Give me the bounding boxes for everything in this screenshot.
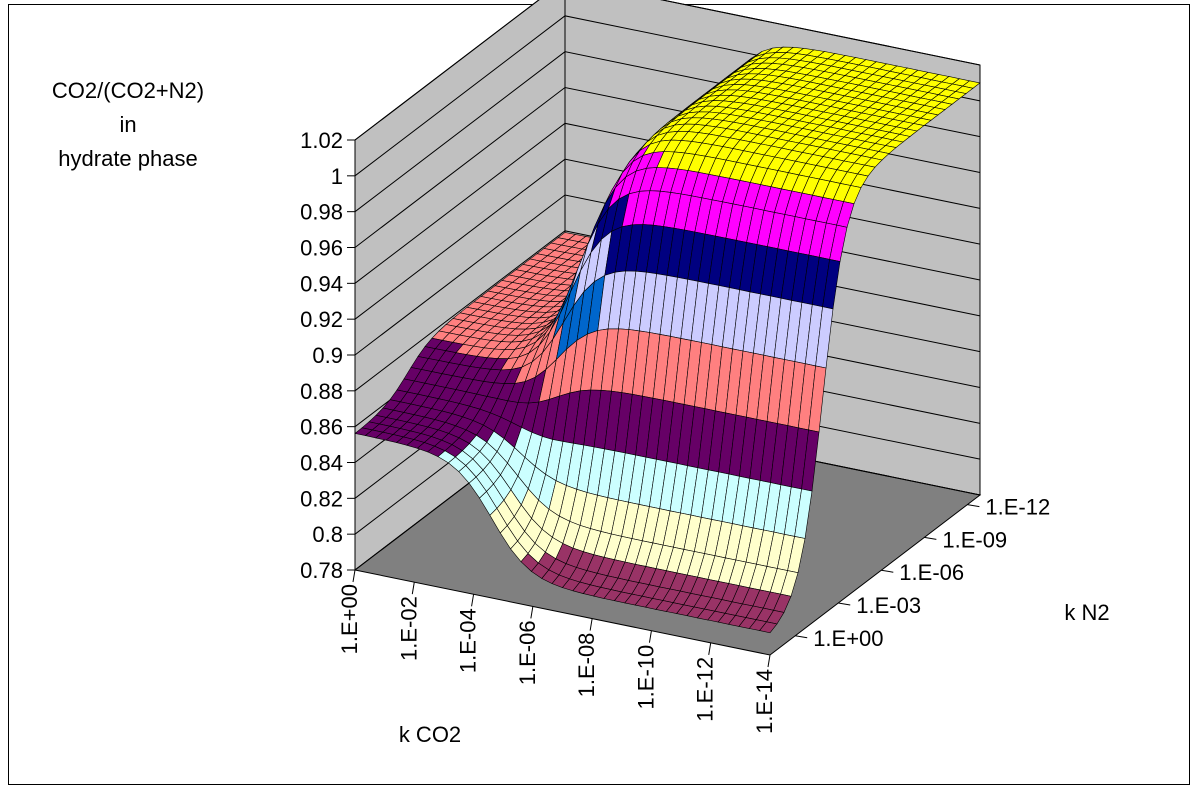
z-tick-label: 0.84 (300, 451, 343, 476)
z-tick-label: 0.94 (300, 271, 343, 296)
z-tick-label: 0.78 (300, 558, 343, 583)
x-tick (767, 654, 771, 668)
y-axis-label: k N2 (1064, 600, 1109, 625)
x-tick (708, 642, 712, 655)
x-tick (471, 594, 475, 607)
x-tick (411, 582, 415, 595)
y-tick (881, 569, 894, 573)
z-tick-label: 0.98 (300, 200, 343, 225)
z-axis-label: hydrate phase (58, 146, 197, 171)
y-tick-label: 1.E+00 (813, 626, 883, 651)
x-tick-label: 1.E-06 (515, 620, 540, 685)
z-axis-label: CO2/(CO2+N2) (52, 78, 204, 103)
y-tick (967, 504, 980, 508)
z-tick-label: 1.02 (300, 128, 343, 153)
surface-mesh (354, 46, 981, 634)
y-tick-label: 1.E-09 (942, 527, 1007, 552)
z-tick-label: 0.82 (300, 486, 343, 511)
y-tick (838, 602, 851, 606)
x-tick-label: 1.E-12 (693, 657, 718, 722)
y-tick (924, 536, 937, 540)
x-tick-label: 1.E-10 (633, 645, 658, 710)
z-tick-label: 0.88 (300, 379, 343, 404)
axis-ticks: 1.02 1 0.98 0.96 0.94 0.92 0.9 0.88 0.86 0.84 0.82… (300, 128, 1050, 734)
x-tick-label: 1.E-04 (456, 608, 481, 673)
x-tick-label: 1.E-14 (752, 669, 777, 734)
x-tick (352, 569, 356, 583)
z-axis-label: in (119, 112, 136, 137)
z-gridline (354, 230, 981, 392)
z-tick-label: 0.92 (300, 307, 343, 332)
x-axis-label: k CO2 (399, 722, 461, 747)
z-gridline (354, 0, 981, 141)
x-tick (648, 630, 652, 643)
z-tick-label: 0.9 (312, 343, 343, 368)
z-tick-label: 0.8 (312, 522, 343, 547)
x-tick-label: 1.E+00 (337, 584, 362, 654)
x-tick (530, 606, 534, 619)
y-tick-label: 1.E-12 (985, 495, 1050, 520)
z-tick-label: 0.96 (300, 236, 343, 261)
y-tick-label: 1.E-03 (856, 593, 921, 618)
z-tick-label: 1 (331, 164, 343, 189)
x-tick-label: 1.E-08 (574, 633, 599, 698)
axis-labels: CO2/(CO2+N2) in hydrate phase k CO2 k N2 (52, 78, 1110, 747)
x-tick (589, 618, 593, 631)
y-tick-label: 1.E-06 (899, 560, 964, 585)
y-tick (795, 635, 808, 639)
surface-cell (759, 621, 778, 634)
z-tick-label: 0.86 (300, 415, 343, 440)
x-tick-label: 1.E-02 (396, 596, 421, 661)
